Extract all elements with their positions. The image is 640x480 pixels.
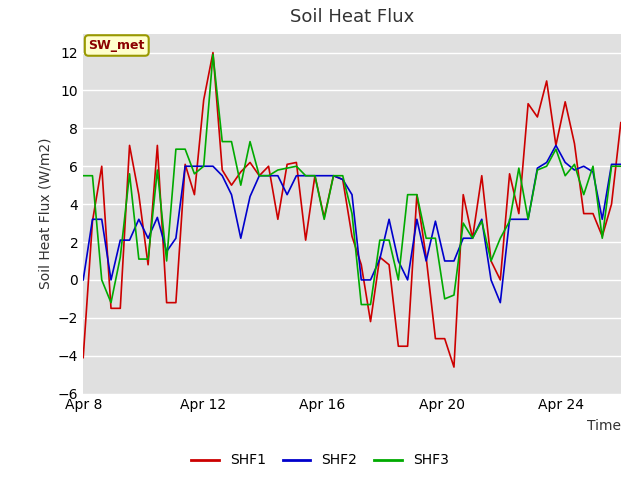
SHF1	[209, 49, 217, 55]
SHF2	[135, 216, 143, 222]
SHF1	[487, 258, 495, 264]
Line: SHF2: SHF2	[83, 145, 621, 303]
SHF2	[468, 235, 476, 241]
SHF1	[367, 319, 374, 324]
SHF1	[163, 300, 170, 306]
SHF1	[450, 364, 458, 370]
SHF2	[617, 161, 625, 167]
SHF3	[228, 139, 236, 144]
SHF2	[357, 277, 365, 283]
SHF2	[163, 249, 170, 254]
SHF3	[376, 237, 383, 243]
SHF3	[209, 51, 217, 57]
SHF2	[218, 173, 226, 179]
Text: SW_met: SW_met	[88, 39, 145, 52]
SHF3	[357, 301, 365, 307]
Y-axis label: Soil Heat Flux (W/m2): Soil Heat Flux (W/m2)	[38, 138, 52, 289]
SHF2	[497, 300, 504, 306]
SHF2	[552, 143, 560, 148]
SHF3	[617, 163, 625, 169]
SHF3	[98, 277, 106, 283]
SHF3	[79, 173, 87, 179]
Line: SHF3: SHF3	[83, 54, 621, 304]
Line: SHF1: SHF1	[83, 52, 621, 367]
SHF1	[228, 182, 236, 188]
SHF1	[135, 192, 143, 198]
SHF3	[163, 258, 170, 264]
SHF1	[79, 355, 87, 360]
SHF1	[98, 163, 106, 169]
SHF2	[98, 216, 106, 222]
SHF2	[79, 277, 87, 283]
Legend: SHF1, SHF2, SHF3: SHF1, SHF2, SHF3	[186, 448, 454, 473]
SHF1	[617, 120, 625, 126]
Title: Soil Heat Flux: Soil Heat Flux	[290, 9, 414, 26]
SHF3	[135, 256, 143, 262]
Text: Time: Time	[587, 419, 621, 433]
SHF3	[487, 258, 495, 264]
